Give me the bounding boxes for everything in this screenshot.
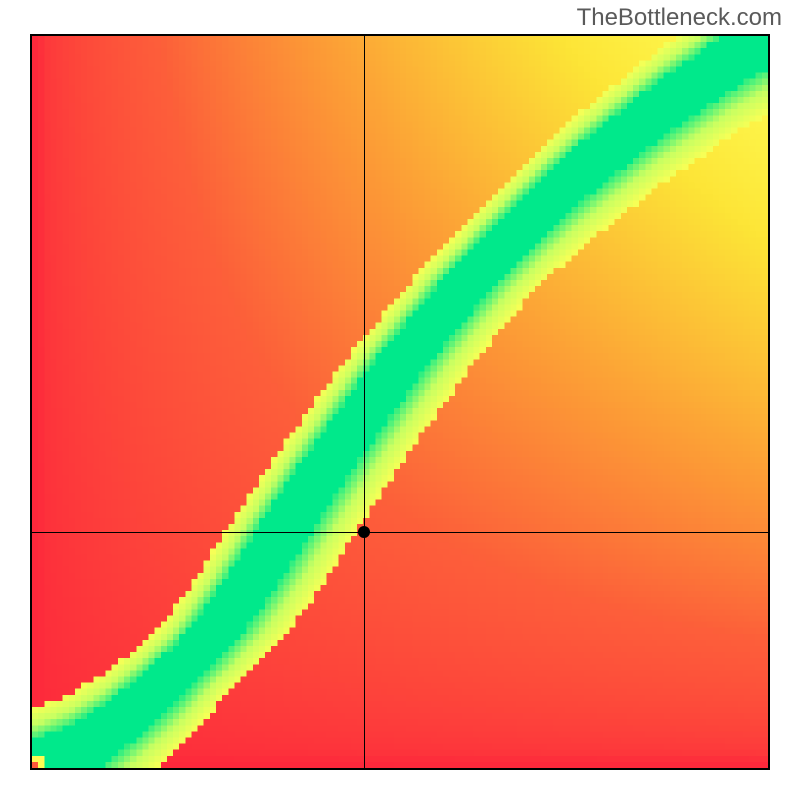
crosshair-vertical <box>364 36 365 768</box>
watermark-text: TheBottleneck.com <box>577 4 782 32</box>
crosshair-horizontal <box>32 532 768 533</box>
heatmap-canvas <box>32 36 768 768</box>
selected-point-marker <box>358 526 370 538</box>
heatmap-plot <box>30 34 770 770</box>
